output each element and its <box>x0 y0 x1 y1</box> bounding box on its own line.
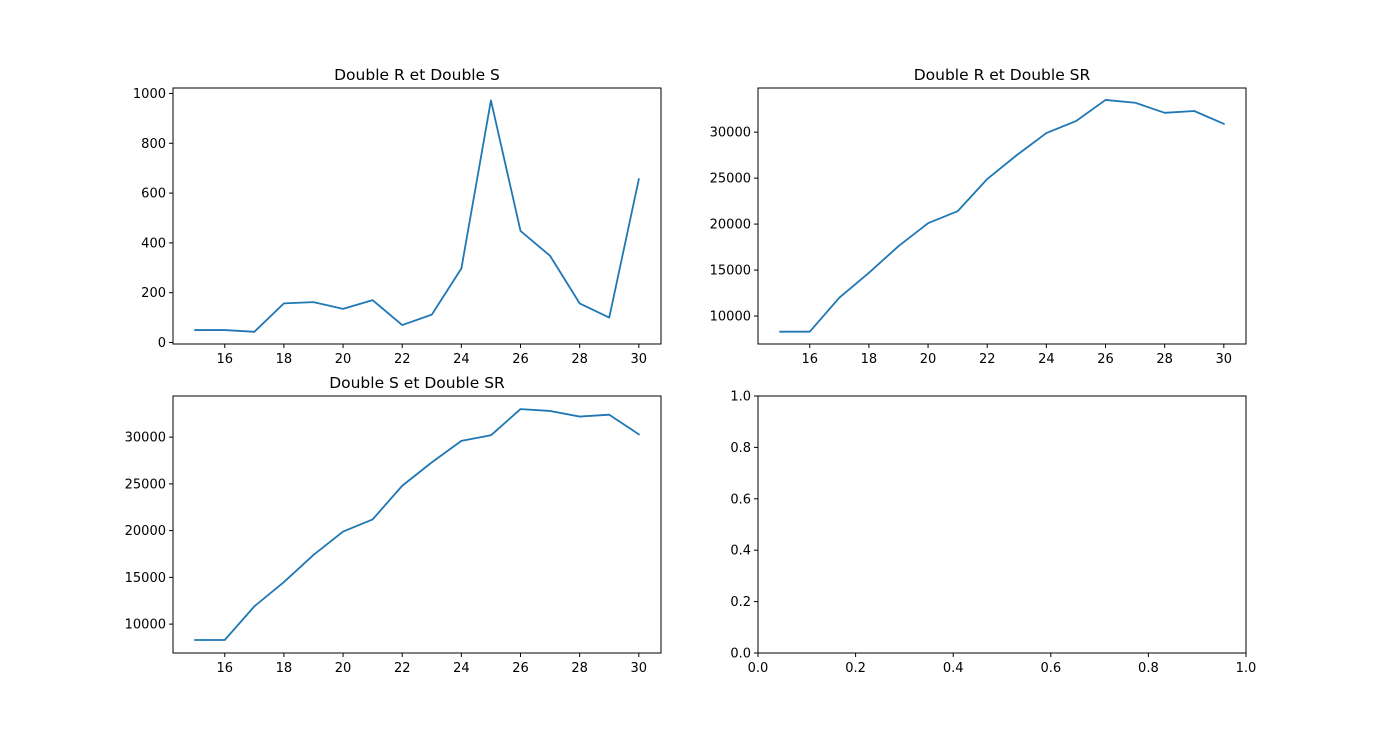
x-tick-label: 26 <box>1097 352 1114 367</box>
x-tick-label: 24 <box>453 352 470 367</box>
y-tick-label: 0.2 <box>730 595 751 610</box>
x-tick-label: 26 <box>512 661 529 676</box>
subplot-title: Double S et Double SR <box>329 374 505 392</box>
subplot-double-s-double-sr: Double S et Double SR 16 18 20 22 24 26 28 30 10… <box>125 374 662 676</box>
axes-frame <box>757 395 1247 654</box>
x-tick-label: 30 <box>631 352 648 367</box>
x-tick-label: 0.4 <box>943 661 964 676</box>
y-tick-label: 20000 <box>710 218 751 233</box>
y-tick-label: 30000 <box>710 126 751 141</box>
x-tick-label: 0.8 <box>1138 661 1159 676</box>
y-tick-label: 1000 <box>133 87 166 102</box>
x-tick-label: 30 <box>1216 352 1233 367</box>
y-tick-label: 20000 <box>125 524 166 539</box>
x-tick-label: 18 <box>276 661 293 676</box>
x-tick-label: 0.2 <box>845 661 866 676</box>
x-tick-label: 24 <box>1038 352 1055 367</box>
axes-frame <box>757 87 1247 345</box>
y-tick-label: 600 <box>141 187 166 202</box>
x-tick-label: 22 <box>979 352 996 367</box>
y-tick-label: 15000 <box>125 571 166 586</box>
x-tick-label: 18 <box>861 352 878 367</box>
y-tick-label: 1.0 <box>730 390 751 405</box>
axes-frame <box>172 395 662 654</box>
x-tick-label: 1.0 <box>1236 661 1257 676</box>
y-tick-label: 25000 <box>710 172 751 187</box>
y-tick-label: 10000 <box>710 310 751 325</box>
x-tick-label: 0.0 <box>748 661 769 676</box>
series-line-0 <box>779 99 1226 333</box>
series-line-0 <box>194 408 641 641</box>
x-tick-label: 22 <box>394 352 411 367</box>
subplot-title: Double R et Double S <box>334 66 500 84</box>
axes-frame <box>172 87 662 345</box>
x-tick-label: 18 <box>276 352 293 367</box>
x-tick-label: 20 <box>335 661 352 676</box>
y-tick-label: 0.4 <box>730 544 751 559</box>
y-tick-label: 25000 <box>125 477 166 492</box>
subplot-empty: 0.0 0.2 0.4 0.6 0.8 1.0 0.0 0.2 0.4 0.6 0.8 1.0 <box>730 390 1256 677</box>
y-tick-label: 400 <box>141 236 166 251</box>
x-tick-label: 28 <box>571 661 588 676</box>
x-tick-label: 26 <box>512 352 529 367</box>
x-tick-label: 16 <box>801 352 818 367</box>
y-tick-label: 30000 <box>125 431 166 446</box>
series-line-0 <box>194 99 640 333</box>
y-tick-label: 0.0 <box>730 647 751 662</box>
x-tick-label: 0.6 <box>1040 661 1061 676</box>
subplot-title: Double R et Double SR <box>914 66 1091 84</box>
subplot-double-r-double-sr: Double R et Double SR 16 18 20 22 24 26 28 30 10… <box>710 66 1247 367</box>
y-tick-label: 0.8 <box>730 441 751 456</box>
x-tick-label: 16 <box>216 661 233 676</box>
y-tick-label: 0.6 <box>730 492 751 507</box>
y-tick-label: 15000 <box>710 264 751 279</box>
y-tick-label: 10000 <box>125 618 166 633</box>
x-tick-label: 20 <box>920 352 937 367</box>
x-tick-label: 28 <box>571 352 588 367</box>
x-tick-label: 20 <box>335 352 352 367</box>
x-tick-label: 22 <box>394 661 411 676</box>
x-tick-label: 30 <box>631 661 648 676</box>
y-tick-label: 800 <box>141 137 166 152</box>
y-tick-label: 0 <box>158 336 166 351</box>
subplot-double-r-double-s: Double R et Double S 16 18 20 22 24 26 28 30 0 20… <box>133 66 662 367</box>
x-tick-label: 24 <box>453 661 470 676</box>
x-tick-label: 16 <box>216 352 233 367</box>
x-tick-label: 28 <box>1156 352 1173 367</box>
y-tick-label: 200 <box>141 286 166 301</box>
